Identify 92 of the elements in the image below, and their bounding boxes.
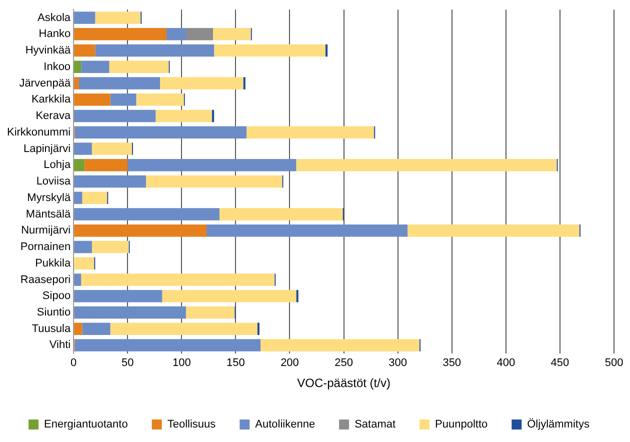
- bar: [74, 290, 162, 302]
- x-tick-label: 100: [172, 357, 191, 370]
- bar: [74, 142, 92, 155]
- y-tick-label: Hanko: [38, 28, 71, 40]
- bar: [146, 175, 282, 188]
- x-tick-label: 300: [388, 357, 408, 370]
- y-tick-label: Siuntio: [36, 306, 71, 319]
- legend-label: Satamat: [354, 418, 396, 431]
- bar: [408, 224, 580, 237]
- x-tick-label: 450: [550, 357, 570, 370]
- bar: [136, 94, 184, 106]
- bar: [74, 60, 82, 74]
- y-tick-label: Sipoo: [42, 290, 71, 302]
- y-tick-label: Tuusula: [32, 322, 72, 335]
- y-tick-label: Nurmijärvi: [21, 224, 71, 237]
- bar: [84, 158, 128, 172]
- y-tick-label: Lapinjärvi: [23, 142, 71, 155]
- bar: [74, 257, 94, 270]
- legend-label: Autoliikenne: [255, 418, 316, 431]
- bar: [219, 208, 343, 220]
- bar: [74, 94, 110, 106]
- x-tick-label: 500: [604, 357, 624, 370]
- bar: [110, 322, 258, 335]
- y-tick-label: Järvenpää: [19, 77, 72, 90]
- bar: [74, 12, 96, 24]
- y-tick-label: Hyvinkää: [25, 44, 72, 57]
- bar: [74, 339, 261, 352]
- y-tick-label: Kerava: [36, 110, 72, 122]
- bar: [74, 175, 146, 188]
- bar: [109, 60, 169, 74]
- y-tick-label: Vihti: [49, 339, 71, 352]
- bar: [81, 60, 110, 74]
- y-tick-label: Pornainen: [20, 241, 71, 254]
- y-tick-label: Myrskylä: [27, 192, 72, 204]
- bar: [92, 142, 132, 155]
- y-tick-label: Pukkila: [35, 257, 72, 270]
- y-tick-label: Inkoo: [44, 60, 71, 73]
- bar: [74, 77, 79, 90]
- bar: [82, 322, 110, 335]
- bar: [74, 240, 92, 254]
- bar: [82, 192, 108, 204]
- bar: [81, 274, 275, 286]
- x-tick-label: 200: [280, 357, 299, 370]
- bar: [74, 274, 82, 286]
- bar: [74, 208, 220, 220]
- bar: [74, 306, 186, 319]
- bar: [74, 158, 84, 172]
- y-tick-label: Kirkkonummi: [6, 126, 71, 138]
- x-tick-label: 0: [70, 357, 77, 370]
- bar: [74, 126, 247, 139]
- bar: [246, 126, 374, 139]
- y-tick-label: Askola: [38, 12, 72, 24]
- legend-label: Energiantuotanto: [44, 418, 128, 431]
- bar: [186, 28, 213, 40]
- bar: [325, 44, 328, 57]
- y-tick-label: Raasepori: [20, 274, 71, 286]
- bar: [213, 28, 251, 40]
- bar: [260, 339, 420, 352]
- legend-label: Puunpoltto: [435, 418, 488, 431]
- bar: [74, 28, 167, 40]
- x-tick-label: 150: [226, 357, 245, 370]
- bar: [74, 110, 156, 122]
- bar: [74, 224, 207, 237]
- bar: [166, 28, 186, 40]
- bar: [128, 158, 296, 172]
- y-tick-label: Loviisa: [36, 176, 72, 188]
- y-tick-label: Lohja: [44, 159, 72, 172]
- bar: [74, 44, 96, 57]
- bar: [206, 224, 408, 237]
- bar: [162, 290, 296, 302]
- x-tick-label: 350: [442, 357, 462, 370]
- bar: [78, 77, 160, 90]
- legend-label: Öljylämmitys: [527, 418, 590, 431]
- bar: [214, 44, 326, 57]
- x-tick-label: 250: [334, 357, 353, 370]
- bar: [95, 44, 214, 57]
- bar: [296, 158, 557, 172]
- x-tick-label: 400: [496, 357, 516, 370]
- bar: [95, 12, 141, 24]
- bar: [212, 110, 214, 122]
- legend-label: Teollisuus: [167, 418, 216, 431]
- bar: [92, 240, 129, 254]
- bar: [74, 322, 82, 335]
- bar: [186, 306, 235, 319]
- bar: [74, 192, 82, 204]
- x-axis-title: VOC-päästöt (t/v): [297, 376, 390, 390]
- bar: [110, 94, 136, 106]
- x-tick-label: 50: [121, 357, 134, 370]
- bar: [156, 110, 212, 122]
- bar: [160, 77, 244, 90]
- y-tick-label: Karkkila: [31, 94, 72, 106]
- y-tick-label: Mäntsälä: [26, 208, 72, 220]
